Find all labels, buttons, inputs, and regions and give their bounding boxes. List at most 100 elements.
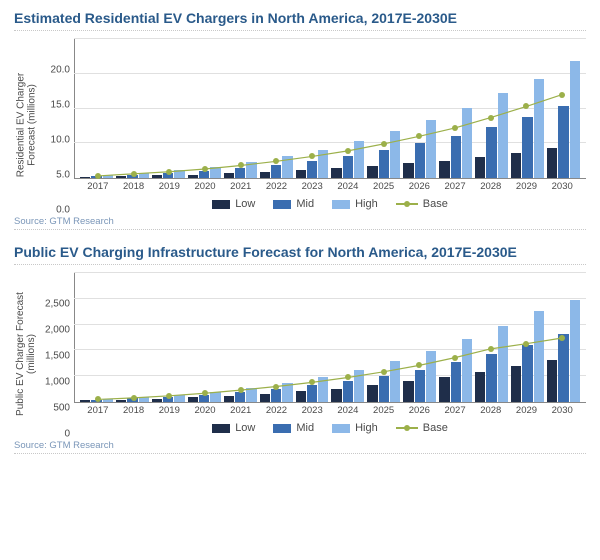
legend-item-base: Base: [396, 198, 448, 210]
x-tick-label: 2022: [259, 405, 295, 416]
base-line: [98, 95, 562, 176]
y-tick-column: 0.05.010.015.020.0: [38, 70, 74, 210]
x-tick-label: 2027: [437, 405, 473, 416]
line-svg: [80, 39, 580, 178]
x-tick-label: 2023: [294, 405, 330, 416]
base-marker: [202, 390, 208, 396]
y-tick-label: 15.0: [51, 100, 70, 111]
base-marker: [166, 169, 172, 175]
legend-label: Mid: [296, 198, 314, 210]
base-marker: [345, 374, 351, 380]
line-svg: [80, 273, 580, 402]
x-tick-label: 2028: [473, 181, 509, 192]
base-marker: [273, 384, 279, 390]
legend-line-swatch: [396, 423, 418, 433]
base-marker: [238, 162, 244, 168]
legend: Low Mid High Base: [74, 416, 586, 434]
legend-swatch: [212, 424, 230, 433]
base-marker: [416, 133, 422, 139]
axis-left-border: [74, 273, 75, 402]
legend-label: High: [355, 422, 378, 434]
base-marker: [452, 355, 458, 361]
x-tick-label: 2021: [223, 405, 259, 416]
base-marker: [202, 166, 208, 172]
x-tick-label: 2021: [223, 181, 259, 192]
y-tick-label: 20.0: [51, 65, 70, 76]
y-axis-label: Public EV Charger Forecast(millions): [15, 292, 37, 416]
legend-label: Base: [423, 198, 448, 210]
legend-line-swatch: [396, 199, 418, 209]
x-tick-label: 2023: [294, 181, 330, 192]
base-marker: [131, 395, 137, 401]
x-tick-label: 2025: [366, 405, 402, 416]
base-marker: [345, 148, 351, 154]
x-tick-label: 2026: [401, 181, 437, 192]
base-marker: [523, 341, 529, 347]
legend-item-high: High: [332, 422, 378, 434]
plot-wrap: 2017201820192020202120222023202420252026…: [74, 273, 586, 434]
x-tick-label: 2030: [544, 181, 580, 192]
plot-area: [74, 39, 586, 179]
base-marker: [523, 103, 529, 109]
x-tick-label: 2026: [401, 405, 437, 416]
x-tick-label: 2019: [151, 181, 187, 192]
base-marker: [416, 362, 422, 368]
y-tick-label: 0: [64, 429, 70, 440]
legend-label: High: [355, 198, 378, 210]
legend-item-low: Low: [212, 198, 255, 210]
legend-item-mid: Mid: [273, 422, 314, 434]
y-axis-label: Residential EV ChargerForecast (millions…: [15, 72, 37, 177]
legend-item-low: Low: [212, 422, 255, 434]
x-tick-label: 2029: [509, 181, 545, 192]
chart-title: Public EV Charging Infrastructure Foreca…: [14, 244, 586, 265]
ylabel-wrap: Public EV Charger Forecast(millions): [14, 273, 38, 434]
y-tick-label: 2,500: [45, 299, 70, 310]
base-marker: [559, 335, 565, 341]
ylabel-wrap: Residential EV ChargerForecast (millions…: [14, 39, 38, 210]
x-tick-label: 2025: [366, 181, 402, 192]
plot-area: [74, 273, 586, 403]
base-marker: [309, 153, 315, 159]
base-marker: [273, 158, 279, 164]
line-layer: [80, 273, 580, 402]
x-tick-label: 2018: [116, 181, 152, 192]
chart-title: Estimated Residential EV Chargers in Nor…: [14, 10, 586, 31]
base-marker: [452, 125, 458, 131]
legend-swatch: [212, 200, 230, 209]
y-tick-label: 10.0: [51, 135, 70, 146]
legend-item-mid: Mid: [273, 198, 314, 210]
plot-wrap: 2017201820192020202120222023202420252026…: [74, 39, 586, 210]
y-tick-label: 1,500: [45, 351, 70, 362]
x-axis: 2017201820192020202120222023202420252026…: [74, 179, 586, 192]
x-tick-label: 2030: [544, 405, 580, 416]
legend-swatch: [273, 424, 291, 433]
y-tick-column: 05001,0001,5002,0002,500: [38, 304, 74, 434]
x-tick-label: 2028: [473, 405, 509, 416]
base-marker: [309, 379, 315, 385]
x-tick-label: 2020: [187, 181, 223, 192]
base-marker: [95, 396, 101, 402]
x-tick-label: 2017: [80, 181, 116, 192]
base-marker: [166, 393, 172, 399]
axis-left-border: [74, 39, 75, 178]
source-label: Source: GTM Research: [14, 210, 586, 230]
legend: Low Mid High Base: [74, 192, 586, 210]
x-tick-label: 2029: [509, 405, 545, 416]
legend-swatch: [332, 424, 350, 433]
x-tick-label: 2020: [187, 405, 223, 416]
base-marker: [488, 346, 494, 352]
chart-frame: Residential EV ChargerForecast (millions…: [14, 39, 586, 210]
x-tick-label: 2019: [151, 405, 187, 416]
y-tick-label: 0.0: [56, 205, 70, 216]
legend-swatch: [273, 200, 291, 209]
legend-item-high: High: [332, 198, 378, 210]
x-tick-label: 2018: [116, 405, 152, 416]
x-tick-label: 2027: [437, 181, 473, 192]
chart-panel-public: Public EV Charging Infrastructure Foreca…: [14, 244, 586, 454]
base-marker: [95, 173, 101, 179]
base-marker: [559, 92, 565, 98]
legend-label: Base: [423, 422, 448, 434]
legend-label: Low: [235, 422, 255, 434]
legend-label: Mid: [296, 422, 314, 434]
base-marker: [131, 171, 137, 177]
